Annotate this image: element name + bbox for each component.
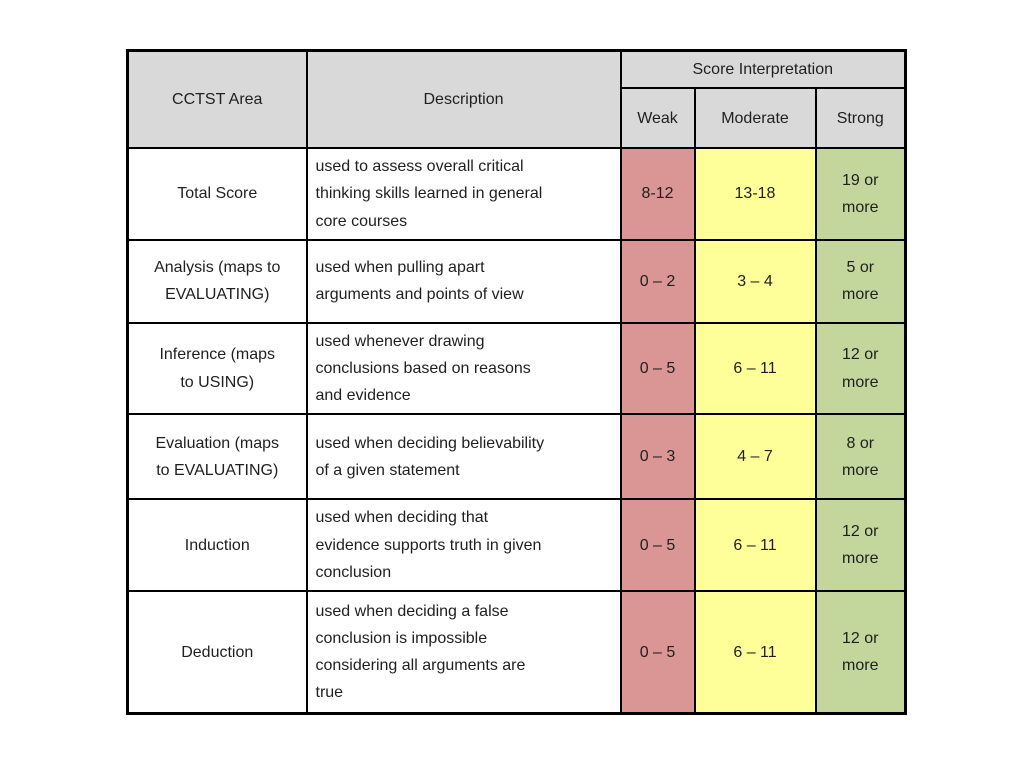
description-cell: used when deciding believability of a gi… xyxy=(305,413,622,501)
table-row-induction: Induction used when deciding that eviden… xyxy=(126,498,907,592)
moderate-score-cell: 6 – 11 xyxy=(693,498,817,592)
area-cell: Inference (maps to USING) xyxy=(126,321,308,416)
strong-score-cell: 12 or more xyxy=(814,321,907,416)
weak-score-cell: 0 – 5 xyxy=(619,321,696,416)
table-row-total-score: Total Score used to assess overall criti… xyxy=(126,147,907,241)
strong-score-cell: 12 or more xyxy=(814,589,907,715)
header-row-top: CCTST Area Description Score Interpretat… xyxy=(126,49,907,150)
description-cell: used to assess overall critical thinking… xyxy=(305,147,622,241)
header-moderate: Moderate xyxy=(693,87,817,150)
header-weak: Weak xyxy=(619,87,696,150)
area-cell: Induction xyxy=(126,498,308,592)
moderate-score-cell: 6 – 11 xyxy=(693,321,817,416)
moderate-score-cell: 3 – 4 xyxy=(693,238,817,324)
weak-score-cell: 0 – 2 xyxy=(619,238,696,324)
table-row-inference: Inference (maps to USING) used whenever … xyxy=(126,321,907,416)
weak-score-cell: 0 – 5 xyxy=(619,589,696,715)
strong-score-cell: 5 or more xyxy=(814,238,907,324)
table-row-evaluation: Evaluation (maps to EVALUATING) used whe… xyxy=(126,413,907,501)
weak-score-cell: 8-12 xyxy=(619,147,696,241)
header-row-levels: Weak Moderate Strong xyxy=(128,87,907,150)
moderate-score-cell: 4 – 7 xyxy=(693,413,817,501)
moderate-score-cell: 6 – 11 xyxy=(693,589,817,715)
area-cell: Analysis (maps to EVALUATING) xyxy=(126,238,308,324)
header-score-interpretation: Score Interpretation xyxy=(619,49,907,90)
table-row-analysis: Analysis (maps to EVALUATING) used when … xyxy=(126,238,907,324)
header-cctst-area: CCTST Area xyxy=(126,49,308,150)
strong-score-cell: 8 or more xyxy=(814,413,907,501)
description-cell: used when deciding that evidence support… xyxy=(305,498,622,592)
description-cell: used whenever drawing conclusions based … xyxy=(305,321,622,416)
area-cell: Evaluation (maps to EVALUATING) xyxy=(126,413,308,501)
area-cell: Total Score xyxy=(126,147,308,241)
header-strong: Strong xyxy=(814,87,907,150)
table-row-deduction: Deduction used when deciding a false con… xyxy=(126,589,907,715)
header-description: Description xyxy=(305,49,622,150)
description-cell: used when deciding a false conclusion is… xyxy=(305,589,622,715)
weak-score-cell: 0 – 3 xyxy=(619,413,696,501)
description-cell: used when pulling apart arguments and po… xyxy=(305,238,622,324)
strong-score-cell: 12 or more xyxy=(814,498,907,592)
cctst-score-table: CCTST Area Description Score Interpretat… xyxy=(126,49,908,716)
area-cell: Deduction xyxy=(126,589,308,715)
moderate-score-cell: 13-18 xyxy=(693,147,817,241)
weak-score-cell: 0 – 5 xyxy=(619,498,696,592)
strong-score-cell: 19 or more xyxy=(814,147,907,241)
